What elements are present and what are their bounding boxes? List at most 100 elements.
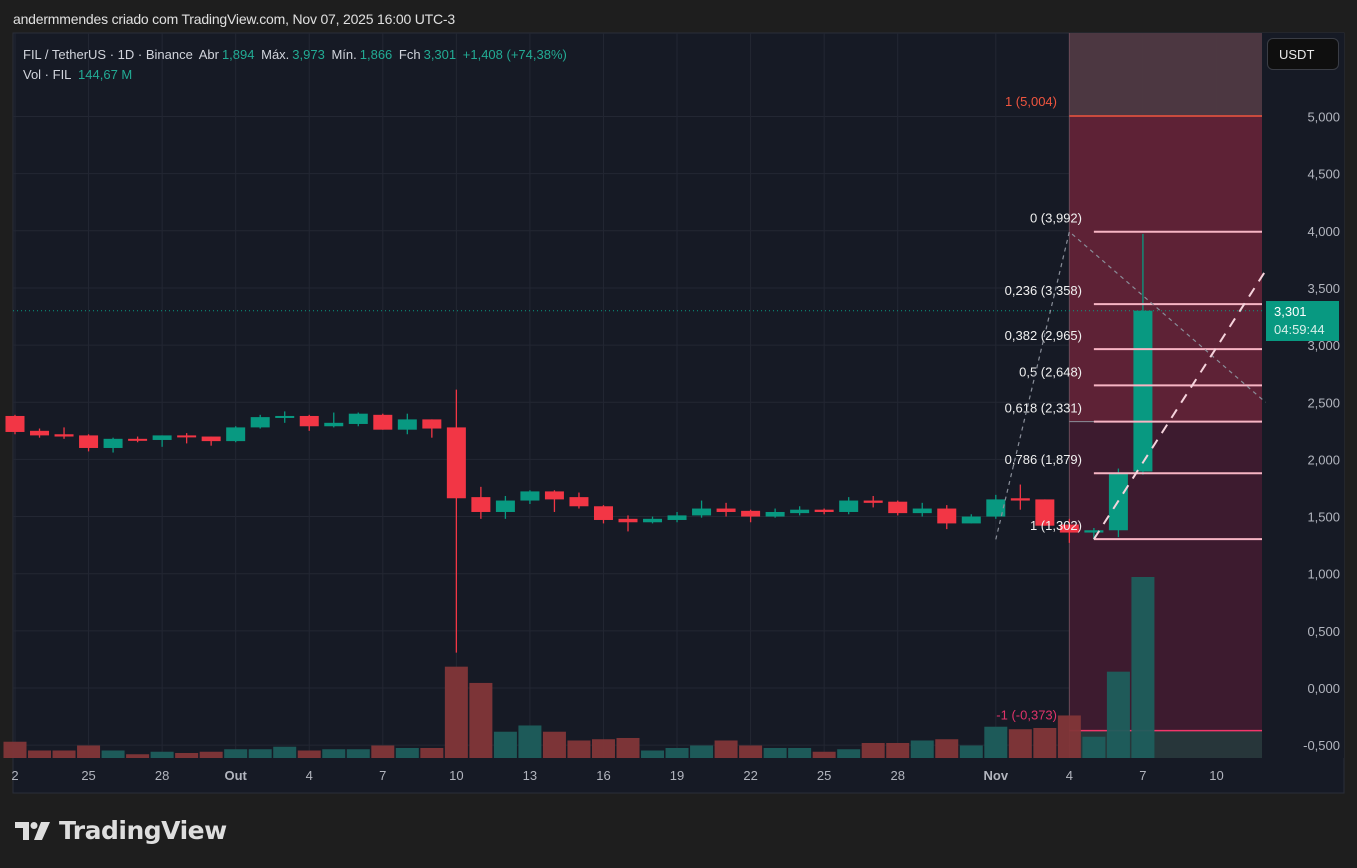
- price-tick-label: 1,500: [1307, 510, 1340, 525]
- time-tick-label: Out: [224, 768, 247, 783]
- candle-body[interactable]: [1010, 498, 1030, 501]
- tradingview-logo[interactable]: TradingView: [15, 816, 227, 845]
- volume-bar: [861, 742, 885, 758]
- trend-line[interactable]: [995, 230, 1266, 540]
- fib-level-label: 0,382 (2,965): [1005, 328, 1082, 343]
- volume-label[interactable]: Vol · FIL: [23, 67, 72, 82]
- fib-level-label: 1 (1,302): [1030, 518, 1082, 533]
- candle-body[interactable]: [1084, 530, 1104, 533]
- candle-body[interactable]: [544, 491, 564, 500]
- candle-body[interactable]: [1035, 499, 1055, 526]
- volume-bar: [126, 754, 150, 758]
- candle-body[interactable]: [667, 515, 687, 520]
- volume-bar: [812, 751, 836, 758]
- bar-countdown: 04:59:44: [1274, 322, 1325, 337]
- candle-body[interactable]: [422, 419, 442, 429]
- position-stop-zone: [1069, 421, 1262, 731]
- price-tick-label: 2,500: [1307, 395, 1340, 410]
- open-value: 1,894: [221, 47, 255, 62]
- candle-body[interactable]: [446, 427, 466, 499]
- candle-body[interactable]: [152, 435, 172, 440]
- candle-body[interactable]: [299, 415, 319, 427]
- candle-body[interactable]: [1133, 310, 1153, 472]
- time-tick-label: 2: [11, 768, 18, 783]
- candle-body[interactable]: [765, 511, 785, 517]
- volume-row: Vol · FIL 144,67 M: [23, 65, 570, 85]
- symbol-title[interactable]: FIL / TetherUS · 1D · Binance: [23, 47, 193, 62]
- volume-bar: [886, 742, 910, 758]
- volume-bar: [591, 739, 615, 758]
- candle-body[interactable]: [54, 434, 74, 437]
- price-tick-label: 4,000: [1307, 224, 1340, 239]
- price-tick-label: 4,500: [1307, 167, 1340, 182]
- candle-body[interactable]: [643, 518, 663, 523]
- candle-body[interactable]: [692, 508, 712, 516]
- candle-body[interactable]: [839, 500, 859, 512]
- price-axis-panel[interactable]: [1262, 33, 1344, 758]
- close-value: 3,301: [423, 47, 457, 62]
- fib-level-label: 0,618 (2,331): [1005, 401, 1082, 416]
- high-value: 3,973: [292, 47, 325, 62]
- volume-bar: [690, 745, 714, 758]
- candle-body[interactable]: [741, 510, 761, 517]
- currency-button[interactable]: USDT: [1267, 38, 1339, 70]
- volume-bar: [248, 749, 272, 758]
- volume-bar: [297, 750, 321, 758]
- candle-body[interactable]: [520, 491, 540, 501]
- time-tick-label: 28: [155, 768, 169, 783]
- last-price-value: 3,301: [1274, 304, 1307, 319]
- candle-body[interactable]: [790, 509, 810, 514]
- candle-body[interactable]: [201, 436, 221, 442]
- fib-level-label: 0 (3,992): [1030, 211, 1082, 226]
- time-tick-label: 22: [743, 768, 757, 783]
- candle-body[interactable]: [226, 427, 246, 442]
- volume-bar: [371, 745, 395, 758]
- candle-body[interactable]: [5, 415, 25, 432]
- candle-body[interactable]: [348, 413, 368, 424]
- candle-body[interactable]: [593, 506, 613, 520]
- candle-body[interactable]: [30, 430, 50, 436]
- time-tick-label: 16: [596, 768, 610, 783]
- volume-bar: [714, 740, 738, 758]
- candle-body[interactable]: [937, 508, 957, 524]
- candle-body[interactable]: [495, 500, 515, 512]
- candle-body[interactable]: [716, 508, 736, 512]
- time-tick-label: 19: [670, 768, 684, 783]
- candle-body[interactable]: [177, 435, 197, 438]
- candle-body[interactable]: [397, 419, 417, 430]
- candle-body[interactable]: [1059, 524, 1079, 533]
- candle-body[interactable]: [912, 508, 932, 514]
- volume-bar: [1131, 577, 1155, 758]
- candle-body[interactable]: [103, 438, 123, 448]
- position-zone-above-target: [1069, 33, 1262, 117]
- volume-bar: [52, 750, 76, 758]
- candle-body[interactable]: [471, 497, 491, 512]
- time-tick-label: Nov: [984, 768, 1009, 783]
- price-tick-label: 3,000: [1307, 338, 1340, 353]
- candle-body[interactable]: [986, 499, 1006, 517]
- candle-body[interactable]: [888, 501, 908, 514]
- candle-body[interactable]: [569, 497, 589, 507]
- candle-body[interactable]: [250, 417, 270, 428]
- logo-text: TradingView: [59, 816, 227, 845]
- low-label: Mín.: [331, 47, 357, 62]
- candle-body[interactable]: [79, 435, 99, 448]
- candle-body[interactable]: [373, 414, 393, 430]
- candle-body[interactable]: [618, 518, 638, 523]
- candle-body[interactable]: [863, 500, 883, 503]
- volume-bar: [542, 731, 566, 758]
- volume-bar: [788, 747, 812, 758]
- candle-body[interactable]: [324, 422, 344, 427]
- volume-bar: [444, 666, 468, 758]
- volume-bar: [739, 745, 763, 758]
- candle-body[interactable]: [814, 509, 834, 512]
- candle-body[interactable]: [128, 438, 148, 441]
- volume-bar: [1082, 736, 1106, 758]
- volume-bar: [1057, 715, 1081, 758]
- price-tick-label: 0,000: [1307, 681, 1340, 696]
- price-tick-label: 0,500: [1307, 624, 1340, 639]
- fib-level-label: 0,236 (3,358): [1005, 283, 1082, 298]
- candle-body[interactable]: [961, 516, 981, 524]
- candle-body[interactable]: [275, 415, 295, 418]
